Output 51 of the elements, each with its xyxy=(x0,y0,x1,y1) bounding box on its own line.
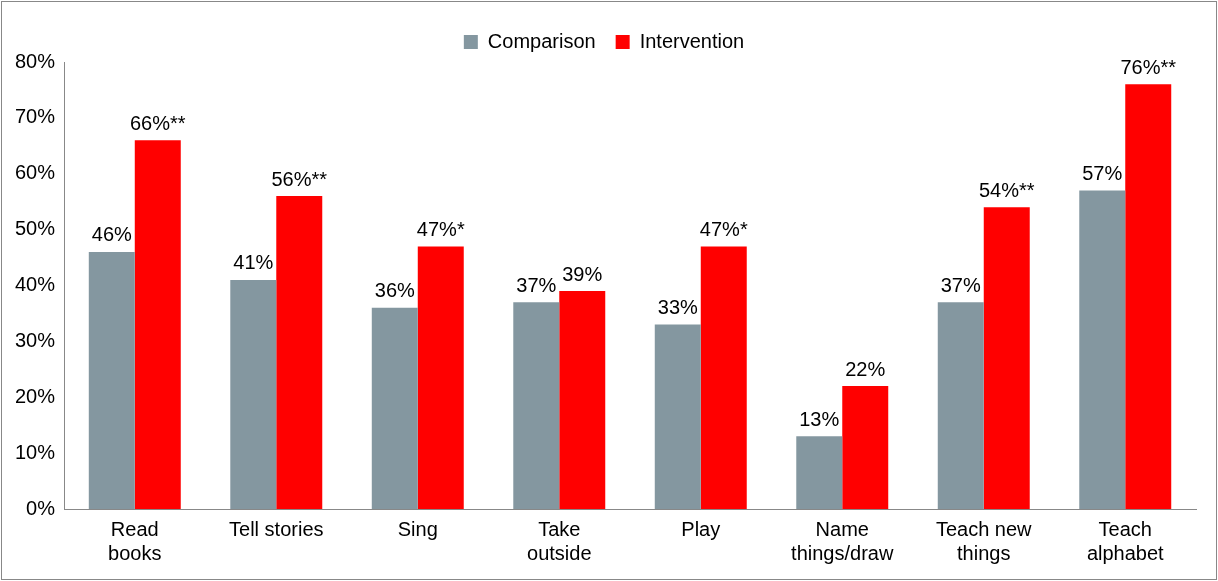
bar xyxy=(842,386,889,509)
data-label: 33% xyxy=(657,296,698,319)
data-label: 39% xyxy=(562,262,603,285)
bar xyxy=(700,246,747,509)
y-tick-label: 70% xyxy=(15,105,56,128)
legend-label: Intervention xyxy=(639,29,745,52)
bar xyxy=(230,279,277,509)
data-label: 54%** xyxy=(978,178,1035,201)
bar xyxy=(559,291,606,509)
y-tick-label: 0% xyxy=(26,496,56,519)
x-tick-label: Tell stories xyxy=(229,517,324,540)
y-tick-label: 20% xyxy=(15,384,56,407)
y-tick-label: 30% xyxy=(15,328,56,351)
data-label: 47%* xyxy=(416,217,465,240)
data-label: 66%** xyxy=(129,111,186,134)
bar xyxy=(654,324,701,509)
bar xyxy=(1079,190,1126,509)
data-label: 41% xyxy=(233,251,274,274)
bar xyxy=(276,196,323,509)
bar xyxy=(134,140,181,509)
bar xyxy=(983,207,1030,509)
data-label: 56%** xyxy=(271,167,328,190)
data-label: 37% xyxy=(516,273,557,296)
bar xyxy=(88,251,135,509)
data-label: 37% xyxy=(940,273,981,296)
data-label: 76%** xyxy=(1120,55,1177,78)
bar xyxy=(513,302,560,509)
legend-label: Comparison xyxy=(487,29,596,52)
x-tick-label: Read books xyxy=(108,517,162,564)
data-label: 36% xyxy=(374,279,416,302)
data-label: 46% xyxy=(91,223,133,246)
x-tick-label: Sing xyxy=(397,517,438,540)
y-tick-label: 40% xyxy=(15,273,56,296)
x-tick-label: Play xyxy=(681,517,721,540)
x-tick-label: Teach alphabet xyxy=(1086,517,1165,564)
data-label: 13% xyxy=(799,407,840,430)
bar xyxy=(1125,84,1172,509)
x-tick-label: Teach new things xyxy=(935,517,1033,564)
y-tick-label: 60% xyxy=(15,161,56,184)
bar xyxy=(371,307,418,509)
x-tick-label: Take outside xyxy=(527,517,592,564)
bar xyxy=(796,436,843,509)
data-label: 57% xyxy=(1082,162,1123,185)
bar xyxy=(937,302,984,509)
bar xyxy=(417,246,464,509)
x-tick-label: Name things/draw xyxy=(791,517,894,564)
data-label: 47%* xyxy=(699,217,748,240)
y-tick-label: 10% xyxy=(15,440,56,463)
y-tick-label: 80% xyxy=(15,49,56,72)
data-label: 22% xyxy=(845,357,886,380)
y-tick-label: 50% xyxy=(15,217,56,240)
